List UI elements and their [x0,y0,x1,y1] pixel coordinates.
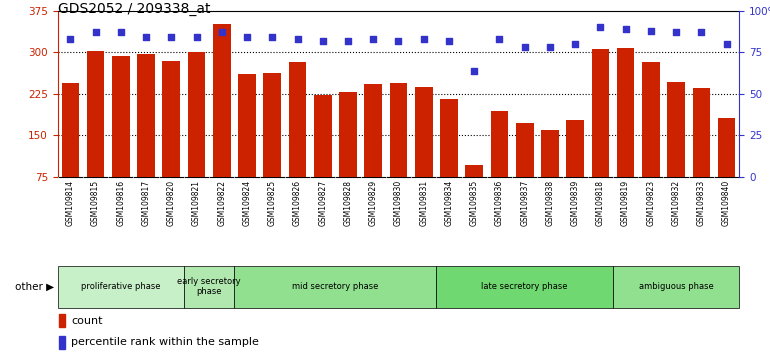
Bar [112,56,129,218]
Point [417,36,430,42]
Point [619,26,631,32]
Bar [390,83,407,218]
Bar [188,52,206,218]
Bar [137,55,155,218]
Text: percentile rank within the sample: percentile rank within the sample [71,337,259,348]
Point [569,41,581,47]
Point [291,36,303,42]
Bar [238,74,256,218]
Bar [339,92,357,218]
Point [64,36,76,42]
Point [190,34,203,40]
Text: GDS2052 / 209338_at: GDS2052 / 209338_at [58,2,210,16]
Text: late secretory phase: late secretory phase [481,282,568,291]
Text: GSM109839: GSM109839 [571,180,580,226]
Text: GSM109835: GSM109835 [470,180,479,226]
Bar [263,73,281,218]
Bar [62,83,79,218]
Text: GSM109821: GSM109821 [192,180,201,225]
Bar [718,118,735,218]
Bar [415,87,433,218]
Point [115,29,127,35]
Text: early secretory
phase: early secretory phase [177,277,241,296]
Point [342,38,354,44]
Point [367,36,380,42]
Text: GSM109817: GSM109817 [142,180,151,226]
Bar [234,266,437,308]
Text: GSM109814: GSM109814 [66,180,75,226]
Point [468,68,480,73]
Point [670,29,682,35]
Bar [516,123,534,218]
Point [644,28,657,33]
Text: GSM109836: GSM109836 [495,180,504,226]
Text: GSM109818: GSM109818 [596,180,605,225]
Bar [58,266,184,308]
Text: GSM109840: GSM109840 [722,180,731,226]
Bar [437,266,613,308]
Bar [642,62,660,218]
Text: GSM109825: GSM109825 [268,180,276,226]
Point [216,29,228,35]
Point [316,38,329,44]
Bar [440,99,458,218]
Bar [692,88,710,218]
Bar [591,50,609,218]
Bar [364,84,382,218]
Point [518,44,531,50]
Text: GSM109832: GSM109832 [671,180,681,226]
Bar [490,111,508,218]
Text: GSM109816: GSM109816 [116,180,126,226]
Point [443,38,455,44]
Bar [613,266,739,308]
Text: GSM109838: GSM109838 [545,180,554,226]
Point [266,34,279,40]
Point [695,29,708,35]
Text: GSM109831: GSM109831 [419,180,428,226]
Point [544,44,556,50]
Point [494,36,506,42]
Point [140,34,152,40]
Text: GSM109834: GSM109834 [444,180,454,226]
Text: GSM109823: GSM109823 [646,180,655,226]
Text: GSM109820: GSM109820 [167,180,176,226]
Point [165,34,177,40]
Text: proliferative phase: proliferative phase [81,282,161,291]
Bar [465,165,483,218]
Text: GSM109826: GSM109826 [293,180,302,226]
Bar [184,266,234,308]
Text: other ▶: other ▶ [15,282,54,292]
Text: GSM109837: GSM109837 [521,180,529,226]
Text: GSM109833: GSM109833 [697,180,706,226]
Bar [314,96,332,218]
Bar [617,48,634,218]
Bar [541,130,559,218]
Text: GSM109819: GSM109819 [621,180,630,226]
Point [89,29,102,35]
Text: ambiguous phase: ambiguous phase [639,282,714,291]
Bar [213,24,231,218]
Text: count: count [71,316,102,326]
Point [392,38,404,44]
Text: GSM109824: GSM109824 [243,180,252,226]
Text: mid secretory phase: mid secretory phase [292,282,379,291]
Text: GSM109829: GSM109829 [369,180,378,226]
Text: GSM109827: GSM109827 [318,180,327,226]
Bar [289,62,306,218]
Point [721,41,733,47]
Text: GSM109822: GSM109822 [217,180,226,225]
Bar [59,314,65,327]
Point [241,34,253,40]
Bar [566,120,584,218]
Text: GSM109828: GSM109828 [343,180,353,225]
Bar [162,61,180,218]
Bar [668,82,685,218]
Text: GSM109815: GSM109815 [91,180,100,226]
Point [594,24,607,30]
Text: GSM109830: GSM109830 [394,180,403,226]
Bar [87,51,105,218]
Bar [59,336,65,349]
